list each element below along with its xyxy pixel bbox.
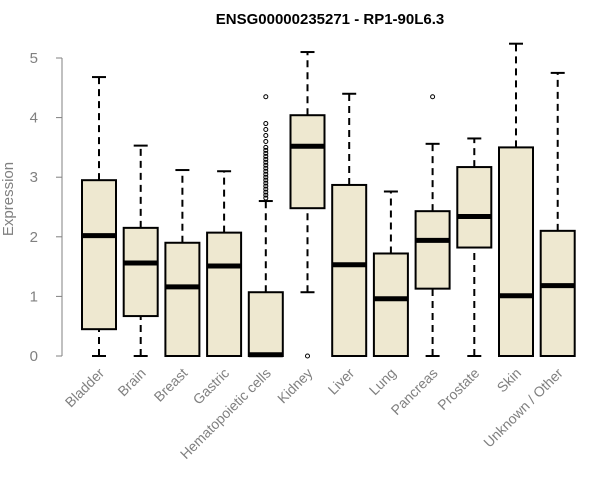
outlier-4-10 (263, 165, 269, 171)
box-rect-0 (81, 179, 117, 331)
x-tick-label-6: Liver (325, 365, 358, 398)
x-tick-label-5: Kidney (274, 365, 316, 407)
box-rect-1 (122, 226, 159, 318)
outlier-4-6 (263, 177, 269, 183)
outlier-4-8 (263, 171, 269, 177)
box-9 (456, 137, 493, 357)
outlier-4-20 (263, 127, 269, 133)
box-3 (206, 170, 243, 358)
box-5 (289, 51, 326, 359)
box-rect-6 (331, 183, 368, 357)
outlier-4-5 (263, 180, 269, 186)
box-rect-5 (289, 114, 326, 210)
outlier-8-0 (430, 94, 436, 100)
boxes-group (81, 42, 576, 359)
y-tick-label-2: 2 (30, 229, 38, 246)
box-8 (414, 94, 451, 357)
box-11 (539, 71, 576, 357)
x-tick-label-1: Brain (114, 365, 148, 399)
y-tick-label-3: 3 (30, 169, 38, 186)
x-tick-label-11: Unknown / Other (480, 365, 566, 451)
box-rect-2 (164, 241, 201, 357)
outlier-4-11 (263, 162, 269, 168)
box-10 (498, 42, 534, 357)
y-tick-label-5: 5 (30, 50, 38, 67)
outlier-4-3 (263, 186, 269, 192)
outlier-4-17 (263, 144, 269, 150)
outlier-4-22 (263, 94, 269, 100)
outlier-4-1 (263, 192, 269, 198)
outlier-4-21 (263, 121, 269, 127)
box-rect-11 (539, 229, 576, 357)
box-rect-10 (498, 146, 534, 357)
box-2 (164, 169, 201, 357)
y-axis-label: Expression (0, 162, 17, 236)
outlier-5-0 (305, 353, 310, 359)
outlier-4-9 (263, 168, 269, 174)
box-rect-9 (456, 166, 493, 249)
box-1 (122, 144, 159, 357)
outlier-4-19 (263, 132, 269, 138)
y-tick-label-4: 4 (30, 110, 38, 127)
x-tick-label-9: Prostate (434, 365, 482, 413)
box-4 (247, 94, 284, 358)
x-tick-label-10: Skin (494, 365, 525, 396)
outlier-4-12 (263, 159, 269, 165)
outlier-4-16 (263, 147, 269, 153)
outlier-4-18 (263, 138, 269, 144)
box-7 (372, 190, 409, 358)
outlier-4-0 (263, 195, 269, 201)
outlier-4-15 (263, 150, 269, 156)
y-tick-label-1: 1 (30, 288, 38, 305)
outlier-4-7 (263, 174, 269, 180)
x-tick-label-0: Bladder (62, 365, 108, 411)
outlier-4-2 (263, 189, 269, 195)
outlier-4-14 (263, 153, 269, 159)
x-tick-label-7: Lung (366, 365, 399, 398)
x-tick-label-2: Breast (151, 365, 191, 405)
box-rect-4 (247, 291, 284, 357)
y-tick-label-0: 0 (30, 348, 38, 365)
box-rect-8 (414, 210, 451, 290)
box-rect-3 (206, 231, 243, 358)
box-0 (81, 76, 117, 357)
box-rect-7 (372, 252, 409, 358)
outlier-4-13 (263, 156, 269, 162)
y-axis: 0 1 2 3 4 5 (30, 50, 63, 365)
box-6 (331, 92, 368, 357)
chart-title: ENSG00000235271 - RP1-90L6.3 (216, 11, 444, 28)
outlier-4-4 (263, 183, 269, 189)
